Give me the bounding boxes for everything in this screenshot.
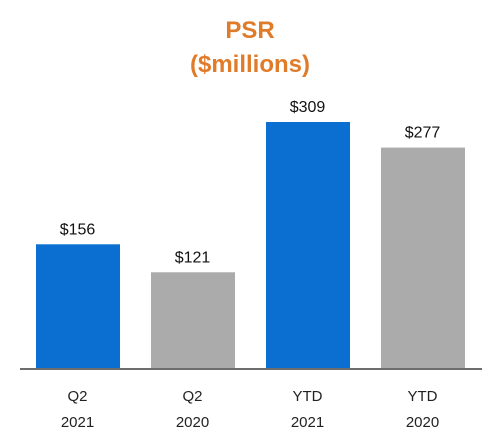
x-tick-label-1-line-2: 2021: [61, 414, 94, 431]
x-tick-label-3-line-2: 2021: [291, 414, 324, 431]
bar-1: [36, 244, 120, 369]
data-label-1: $156: [60, 221, 96, 238]
x-tick-label-2-line-2: 2020: [176, 414, 209, 431]
bar-4: [381, 147, 465, 369]
data-label-4: $277: [405, 125, 441, 142]
x-tick-label-4-line-2: 2020: [406, 414, 439, 431]
x-tick-label-1-line-1: Q2: [67, 388, 87, 405]
bar-2: [151, 272, 235, 369]
x-tick-label-4-line-1: YTD: [408, 388, 438, 405]
x-tick-label-2-line-1: Q2: [182, 388, 202, 405]
data-label-2: $121: [175, 249, 211, 266]
chart-title-line-2: ($millions): [189, 51, 310, 78]
chart-title-line-1: PSR: [225, 17, 275, 44]
bar-3: [266, 122, 350, 369]
x-tick-label-3-line-1: YTD: [293, 388, 323, 405]
chart-title: PSR ($millions): [0, 14, 500, 82]
data-label-3: $309: [290, 99, 326, 116]
